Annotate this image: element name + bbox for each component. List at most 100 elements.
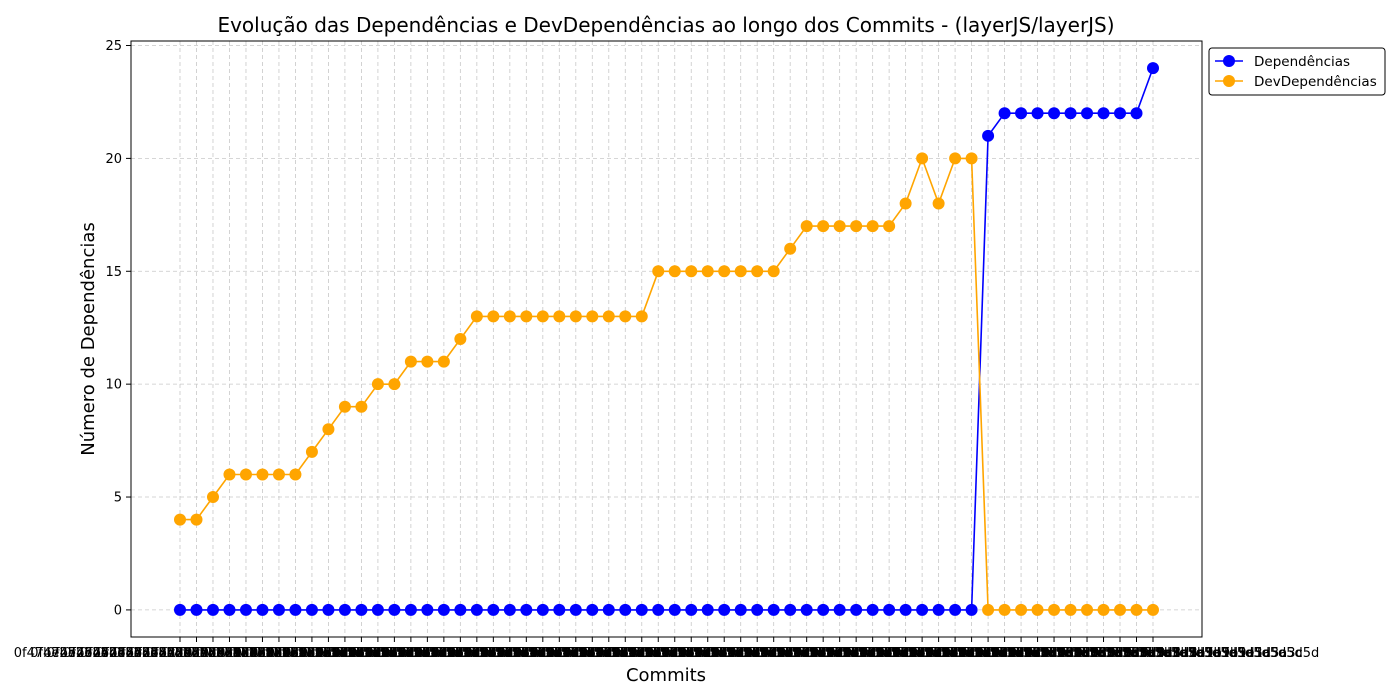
data-point [932,197,945,210]
data-point [833,220,846,233]
data-point [883,220,896,233]
data-point [833,603,846,616]
data-point [239,603,252,616]
data-point [982,129,995,142]
x-tick-label: 0f47be2576d4bd8b3d3f7f9c5d8a1e7b9e1d5a3c… [673,646,1005,661]
chart-title: Evolução das Dependências e DevDependênc… [217,13,1114,37]
data-point [223,468,236,481]
data-point [1031,107,1044,120]
x-tick-label: 0f47be2576d4bd8b3d3f7f9c5d8a1e7b9e1d5a3c… [30,646,362,661]
data-point [701,603,714,616]
x-tick-label: 0f47be2576d4bd8b3d3f7f9c5d8a1e7b9e1d5a3c… [855,646,1187,661]
data-point [602,603,615,616]
data-point [635,603,648,616]
x-tick-label: 0f47be2576d4bd8b3d3f7f9c5d8a1e7b9e1d5a3c… [805,646,1137,661]
data-point [751,265,764,278]
data-point [305,445,318,458]
y-tick-label: 5 [114,491,122,506]
data-point [437,603,450,616]
data-point [1114,107,1127,120]
data-point [355,400,368,413]
data-point [998,107,1011,120]
data-point [536,310,549,323]
data-point [174,603,186,616]
x-tick-label: 0f47be2576d4bd8b3d3f7f9c5d8a1e7b9e1d5a3c… [772,646,1104,661]
data-point [289,468,302,481]
plot-area [130,40,1203,638]
series-devdependencias [174,152,1159,616]
data-point [1114,603,1127,616]
data-point [850,220,863,233]
data-point [470,603,483,616]
data-point [1031,603,1044,616]
x-tick-label: 0f47be2576d4bd8b3d3f7f9c5d8a1e7b9e1d5a3c… [179,646,511,661]
data-point [223,603,236,616]
data-point [652,265,665,278]
x-tick-label: 0f47be2576d4bd8b3d3f7f9c5d8a1e7b9e1d5a3c… [937,646,1269,661]
data-point [916,603,929,616]
x-tick-label: 0f47be2576d4bd8b3d3f7f9c5d8a1e7b9e1d5a3c… [377,646,709,661]
x-tick-label: 0f47be2576d4bd8b3d3f7f9c5d8a1e7b9e1d5a3c… [789,646,1121,661]
x-tick-label: 0f47be2576d4bd8b3d3f7f9c5d8a1e7b9e1d5a3c… [921,646,1253,661]
y-axis: 0 5 10 15 20 25 [105,39,131,618]
x-tick-label: 0f47be2576d4bd8b3d3f7f9c5d8a1e7b9e1d5a3c… [888,646,1220,661]
data-point [569,603,582,616]
x-tick-label: 0f47be2576d4bd8b3d3f7f9c5d8a1e7b9e1d5a3c… [360,646,692,661]
x-tick-label: 0f47be2576d4bd8b3d3f7f9c5d8a1e7b9e1d5a3c… [838,646,1170,661]
data-point [1147,603,1159,616]
data-point [1064,603,1077,616]
data-point [272,603,285,616]
x-tick-label: 0f47be2576d4bd8b3d3f7f9c5d8a1e7b9e1d5a3c… [113,646,445,661]
data-point [404,355,417,368]
x-axis-label: Commits [626,665,706,686]
data-point [371,603,384,616]
data-point [1048,603,1061,616]
legend-label: DevDependências [1254,74,1377,90]
x-tick-label: 0f47be2576d4bd8b3d3f7f9c5d8a1e7b9e1d5a3c… [278,646,610,661]
x-tick-label: 0f47be2576d4bd8b3d3f7f9c5d8a1e7b9e1d5a3c… [228,646,560,661]
x-tick-label: 0f47be2576d4bd8b3d3f7f9c5d8a1e7b9e1d5a3c… [261,646,593,661]
legend-item: Dependências [1215,54,1350,70]
data-point [239,468,252,481]
data-point [718,603,731,616]
x-tick-label: 0f47be2576d4bd8b3d3f7f9c5d8a1e7b9e1d5a3c… [525,646,857,661]
data-point [338,603,351,616]
data-point [190,603,203,616]
x-tick-label: 0f47be2576d4bd8b3d3f7f9c5d8a1e7b9e1d5a3c… [459,646,791,661]
data-point [503,603,516,616]
data-point [982,603,995,616]
x-tick-label: 0f47be2576d4bd8b3d3f7f9c5d8a1e7b9e1d5a3c… [245,646,577,661]
data-point [487,310,500,323]
data-point [916,152,929,165]
data-point [800,603,813,616]
x-tick-label: 0f47be2576d4bd8b3d3f7f9c5d8a1e7b9e1d5a3c… [558,646,890,661]
data-point [883,603,896,616]
data-point [1097,107,1110,120]
x-tick-label: 0f47be2576d4bd8b3d3f7f9c5d8a1e7b9e1d5a3c… [706,646,1038,661]
data-point [470,310,483,323]
x-tick-label: 0f47be2576d4bd8b3d3f7f9c5d8a1e7b9e1d5a3c… [607,646,939,661]
legend-marker [1223,75,1235,87]
y-tick-label: 15 [105,265,122,280]
data-point [949,152,962,165]
data-point [553,310,566,323]
data-point [256,468,269,481]
data-point [421,603,434,616]
series-layer [174,62,1159,616]
series-dependencias [174,62,1159,616]
x-tick-label: 0f47be2576d4bd8b3d3f7f9c5d8a1e7b9e1d5a3c… [591,646,923,661]
x-tick-label: 0f47be2576d4bd8b3d3f7f9c5d8a1e7b9e1d5a3c… [311,646,643,661]
x-tick-label: 0f47be2576d4bd8b3d3f7f9c5d8a1e7b9e1d5a3c… [987,646,1319,661]
data-point [1097,603,1110,616]
data-point [784,242,797,255]
x-tick-label: 0f47be2576d4bd8b3d3f7f9c5d8a1e7b9e1d5a3c… [822,646,1154,661]
x-tick-label: 0f47be2576d4bd8b3d3f7f9c5d8a1e7b9e1d5a3c… [344,646,676,661]
legend: Dependências DevDependências [1208,47,1386,96]
legend-label: Dependências [1254,54,1350,70]
x-tick-label: 0f47be2576d4bd8b3d3f7f9c5d8a1e7b9e1d5a3c… [756,646,1088,661]
data-point [800,220,813,233]
data-point [619,310,632,323]
data-point [602,310,615,323]
data-point [701,265,714,278]
x-tick-label: 0f47be2576d4bd8b3d3f7f9c5d8a1e7b9e1d5a3c… [195,646,527,661]
